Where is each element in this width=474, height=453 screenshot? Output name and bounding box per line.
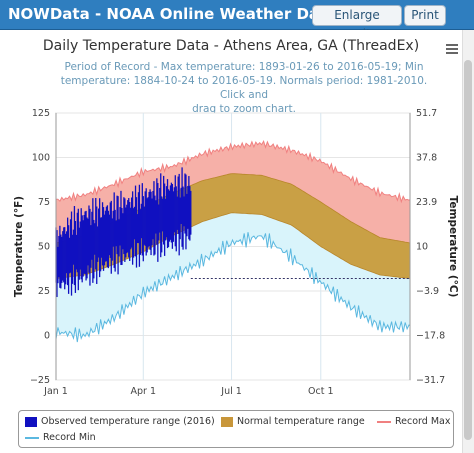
print-button[interactable]: Print — [404, 5, 446, 26]
scrollbar-thumb[interactable] — [464, 60, 472, 440]
legend-item-record-max[interactable]: Record Max — [377, 416, 450, 427]
y-tick-label-right: −17.8 — [416, 331, 445, 342]
y-tick-label-left: 50 — [38, 242, 50, 253]
y-tick-label-left: 25 — [38, 286, 50, 297]
legend-label-record-min: Record Min — [43, 432, 96, 443]
legend-label-record-max: Record Max — [395, 416, 451, 427]
chart-subtitle: Period of Record - Max temperature: 1893… — [52, 60, 436, 116]
y-tick-label-right: 10 — [416, 242, 428, 253]
y-tick-label-right: −3.9 — [416, 286, 439, 297]
x-tick-label: Oct 1 — [308, 386, 334, 397]
y-tick-label-left: 125 — [32, 108, 50, 119]
subtitle-line-3: drag to zoom chart. — [192, 103, 296, 115]
enlarge-results-button[interactable]: Enlarge results — [312, 5, 402, 41]
x-tick-label: Jan 1 — [43, 386, 68, 397]
temperature-chart[interactable]: 125 51.7 100 37.8 75 23.9 50 10 25 −3.9 0 −17.8 −25 −… — [0, 100, 462, 400]
chart-legend: Observed temperature range (2016) Normal… — [18, 410, 454, 448]
legend-swatch-observed — [25, 416, 37, 427]
y-tick-label-left: 75 — [38, 197, 50, 208]
chart-title: Daily Temperature Data - Athens Area, GA… — [42, 38, 420, 54]
y-tick-label-right: 23.9 — [416, 197, 437, 208]
y-tick-label-right: 51.7 — [416, 108, 437, 119]
y-tick-label-right: 37.8 — [416, 153, 437, 164]
legend-swatch-record-max — [377, 420, 391, 423]
x-tick-label: Jul 1 — [220, 386, 242, 397]
legend-item-record-min[interactable]: Record Min — [25, 432, 96, 443]
legend-swatch-normal — [221, 416, 233, 427]
legend-item-normal[interactable]: Normal temperature range — [221, 416, 365, 427]
y-tick-label-left: 0 — [44, 331, 50, 342]
y-tick-label-left: 100 — [32, 153, 50, 164]
record-max-band — [56, 141, 410, 243]
legend-item-observed[interactable]: Observed temperature range (2016) — [25, 416, 215, 427]
legend-swatch-record-min — [25, 436, 39, 439]
y-axis-title-left: Temperature (°F) — [13, 196, 25, 297]
app-title: NOWData - NOAA Online Weather Data — [8, 5, 337, 23]
chart-menu-icon[interactable] — [446, 44, 458, 56]
record-min-line — [55, 232, 411, 343]
record-max-line — [56, 139, 411, 204]
title-bar: NOWData - NOAA Online Weather Data Enlar… — [0, 0, 474, 41]
subtitle-line-2: temperature: 1884-10-24 to 2016-05-19. N… — [60, 75, 428, 101]
x-tick-label: Apr 1 — [131, 386, 157, 397]
subtitle-line-1: Period of Record - Max temperature: 1893… — [64, 61, 424, 73]
y-axis-title-right: Temperature (°C) — [447, 196, 459, 298]
y-tick-label-left: −25 — [30, 375, 50, 386]
legend-label-normal: Normal temperature range — [237, 416, 365, 427]
legend-label-observed: Observed temperature range (2016) — [41, 416, 215, 427]
y-tick-label-right: −31.7 — [416, 375, 445, 386]
